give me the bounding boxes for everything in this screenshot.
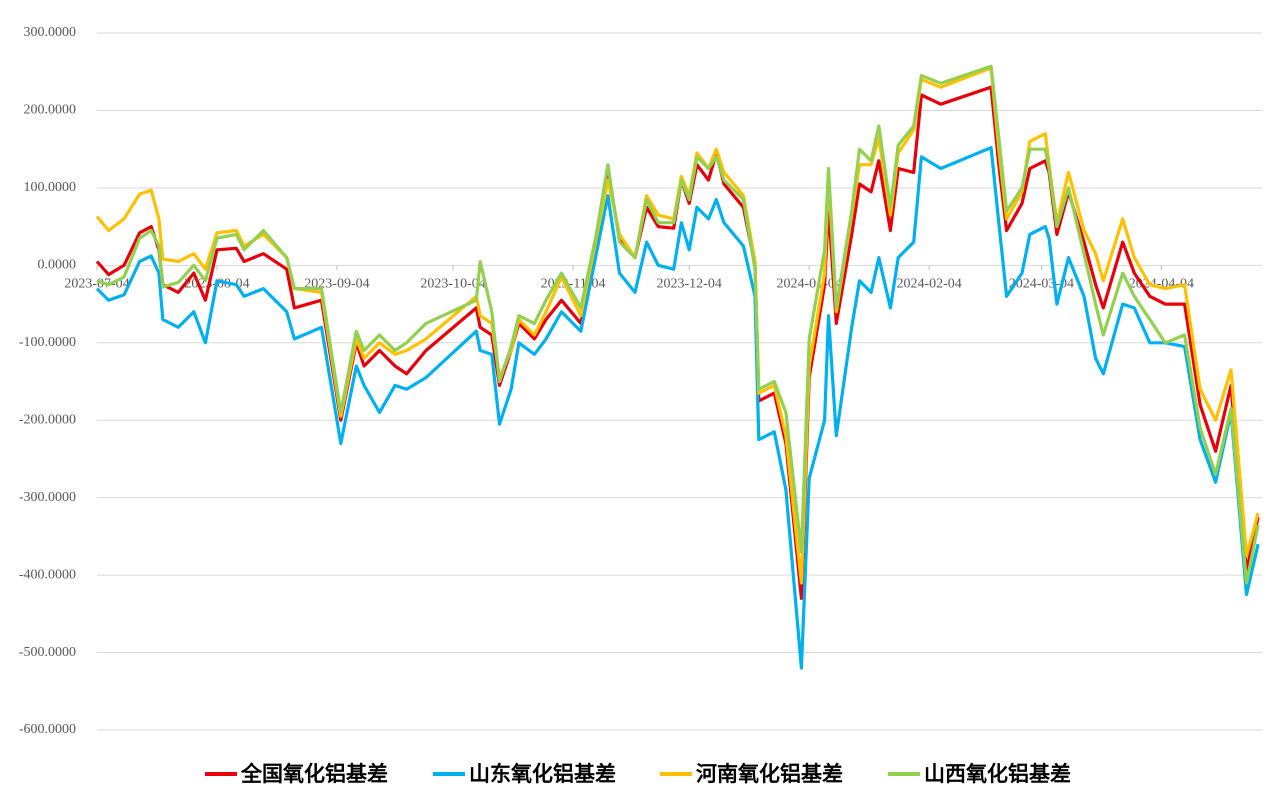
x-tick-label: 2023-12-04 xyxy=(657,277,722,292)
y-tick-label: 100.0000 xyxy=(24,180,77,195)
y-tick-label: -400.0000 xyxy=(19,567,76,582)
legend-label: 全国氧化铝基差 xyxy=(240,762,388,786)
series-line xyxy=(96,64,1260,585)
x-tick-label: 2024-02-04 xyxy=(896,277,961,292)
legend-label: 河南氧化铝基差 xyxy=(696,762,843,786)
x-tick-label: 2024-03-04 xyxy=(1009,277,1074,292)
legend-label: 山西氧化铝基差 xyxy=(924,762,1071,786)
y-tick-label: 300.0000 xyxy=(24,25,77,40)
y-tick-label: -600.0000 xyxy=(19,722,76,737)
legend-label: 山东氧化铝基差 xyxy=(469,762,616,786)
series-line xyxy=(95,146,1260,670)
y-tick-label: -200.0000 xyxy=(19,412,76,427)
x-tick-label: 2023-10-04 xyxy=(420,277,485,292)
y-tick-label: 200.0000 xyxy=(24,103,77,118)
y-tick-label: -300.0000 xyxy=(19,490,76,505)
y-tick-label: -500.0000 xyxy=(19,645,76,660)
y-tick-label: -100.0000 xyxy=(19,335,76,350)
x-tick-label: 2023-11-04 xyxy=(541,277,606,292)
series-line xyxy=(95,66,1260,585)
legend: 全国氧化铝基差 山东氧化铝基差 河南氧化铝基差 山西氧化铝基差 xyxy=(205,762,1071,786)
x-tick-label: 2023-07-04 xyxy=(64,277,129,292)
y-tick-label: 0.0000 xyxy=(38,258,77,273)
